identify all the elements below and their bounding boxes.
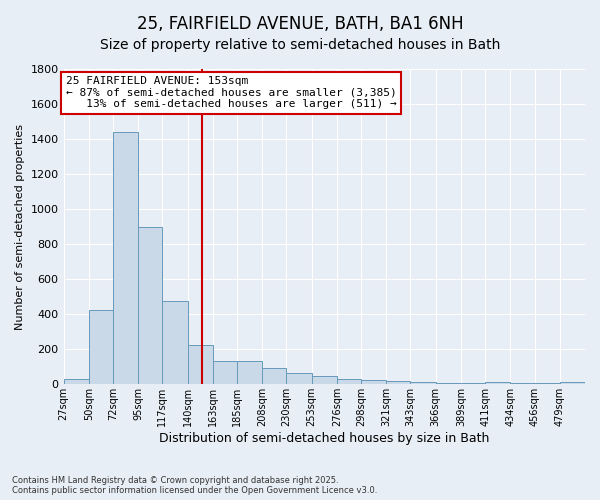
Bar (485, 382, 511, 384)
Bar (64, 379, 89, 384)
Bar (535, 382, 560, 384)
Bar (89, 310, 113, 384)
Bar (311, 376, 337, 384)
Bar (138, 226, 163, 384)
Text: 25, FAIRFIELD AVENUE, BATH, BA1 6NH: 25, FAIRFIELD AVENUE, BATH, BA1 6NH (137, 15, 463, 33)
Bar (163, 301, 188, 384)
Bar (560, 382, 585, 384)
Text: Size of property relative to semi-detached houses in Bath: Size of property relative to semi-detach… (100, 38, 500, 52)
Bar (262, 368, 286, 384)
Bar (436, 382, 461, 384)
Bar (386, 381, 410, 384)
Bar (461, 382, 485, 384)
Y-axis label: Number of semi-detached properties: Number of semi-detached properties (15, 124, 25, 330)
Bar (337, 379, 361, 384)
Bar (237, 360, 262, 384)
Bar (213, 360, 237, 384)
Bar (188, 345, 213, 385)
Bar (511, 382, 535, 384)
Bar (113, 132, 138, 384)
X-axis label: Distribution of semi-detached houses by size in Bath: Distribution of semi-detached houses by … (159, 432, 490, 445)
Bar (410, 382, 436, 384)
Bar (286, 373, 311, 384)
Text: Contains HM Land Registry data © Crown copyright and database right 2025.
Contai: Contains HM Land Registry data © Crown c… (12, 476, 377, 495)
Text: 25 FAIRFIELD AVENUE: 153sqm
← 87% of semi-detached houses are smaller (3,385)
  : 25 FAIRFIELD AVENUE: 153sqm ← 87% of sem… (66, 76, 397, 109)
Bar (361, 380, 386, 384)
